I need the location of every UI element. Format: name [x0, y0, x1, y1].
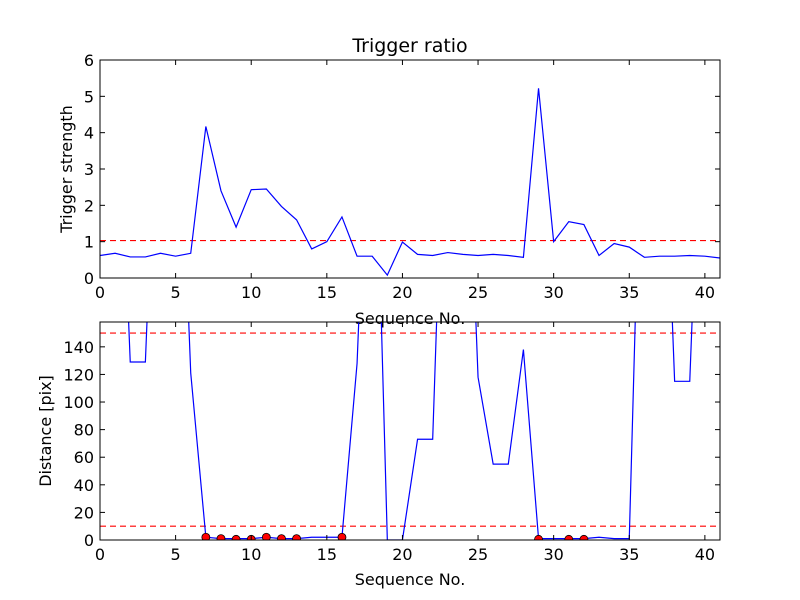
bottom-series-line-0	[128, 322, 693, 540]
bottom-y-tick-label-20: 20	[74, 503, 94, 522]
top-y-tick-label-2: 2	[84, 196, 94, 215]
top-x-tick-label-0: 0	[95, 283, 105, 302]
bottom-marker-8	[534, 534, 543, 540]
bottom-x-axis-label: Sequence No.	[355, 570, 466, 589]
top-y-tick-label-3: 3	[84, 160, 94, 179]
top-y-tick-label-0: 0	[84, 269, 94, 288]
bottom-x-tick-label-5: 5	[171, 545, 181, 564]
bottom-y-tick-label-140: 140	[63, 338, 94, 357]
top-x-tick-label-20: 20	[392, 283, 412, 302]
bottom-x-tick-label-25: 25	[468, 545, 488, 564]
bottom-y-tick-label-60: 60	[74, 448, 94, 467]
bottom-axes-frame	[99, 321, 721, 541]
bottom-y-tick-label-0: 0	[84, 531, 94, 550]
top-x-tick-label-10: 10	[241, 283, 261, 302]
top-y-tick-label-1: 1	[84, 233, 94, 252]
top-plot-area	[100, 88, 720, 277]
bottom-marker-6	[292, 534, 301, 540]
bottom-x-tick-label-40: 40	[695, 545, 715, 564]
bottom-y-tick-label-40: 40	[74, 476, 94, 495]
bottom-x-tick-label-15: 15	[317, 545, 337, 564]
bottom-marker-0	[201, 532, 211, 540]
top-x-tick-label-5: 5	[171, 283, 181, 302]
bottom-x-tick-label-35: 35	[619, 545, 639, 564]
top-y-tick-label-5: 5	[84, 87, 94, 106]
bottom-marker-2	[231, 534, 241, 540]
top-ticks: 0 5 10 15 20 25 30 35 40 0 1 2 3 4 5 6	[84, 51, 720, 302]
top-x-tick-label-40: 40	[695, 283, 715, 302]
top-x-axis-label: Sequence No.	[355, 309, 466, 328]
bottom-x-tick-label-20: 20	[392, 545, 412, 564]
bottom-x-tick-label-0: 0	[95, 545, 105, 564]
top-chart: Trigger ratio 0 5 10 15 20 25 30 35 40 0 1 2 3 4 5 6 Se…	[57, 35, 721, 328]
top-x-tick-label-35: 35	[619, 283, 639, 302]
bottom-x-tick-label-10: 10	[241, 545, 261, 564]
bottom-y-axis-label: Distance [pix]	[36, 375, 55, 487]
bottom-plot-area	[100, 322, 720, 540]
top-y-axis-label: Trigger strength	[57, 105, 76, 234]
top-x-tick-label-30: 30	[543, 283, 563, 302]
bottom-marker-10	[579, 534, 589, 540]
bottom-marker-7	[337, 532, 347, 540]
top-x-tick-label-15: 15	[317, 283, 337, 302]
bottom-y-tick-label-80: 80	[74, 421, 94, 440]
bottom-y-tick-label-120: 120	[63, 365, 94, 384]
bottom-marker-9	[564, 534, 574, 540]
top-y-tick-label-4: 4	[84, 124, 94, 143]
top-series-line-0	[100, 88, 720, 277]
bottom-marker-5	[277, 534, 286, 540]
top-chart-title: Trigger ratio	[351, 35, 467, 57]
bottom-ticks: 0 5 10 15 20 25 30 35 40 0 20 40 60 80 100 120 140	[63, 322, 720, 564]
top-y-tick-label-6: 6	[84, 51, 94, 70]
bottom-marker-1	[216, 534, 226, 540]
bottom-marker-4	[261, 532, 271, 540]
bottom-chart: 0 5 10 15 20 25 30 35 40 0 20 40 60 80 100 120 140 Seque…	[36, 321, 721, 589]
top-x-tick-label-25: 25	[468, 283, 488, 302]
bottom-x-tick-label-30: 30	[543, 545, 563, 564]
top-axes-frame	[99, 59, 721, 279]
bottom-y-tick-label-100: 100	[63, 393, 94, 412]
